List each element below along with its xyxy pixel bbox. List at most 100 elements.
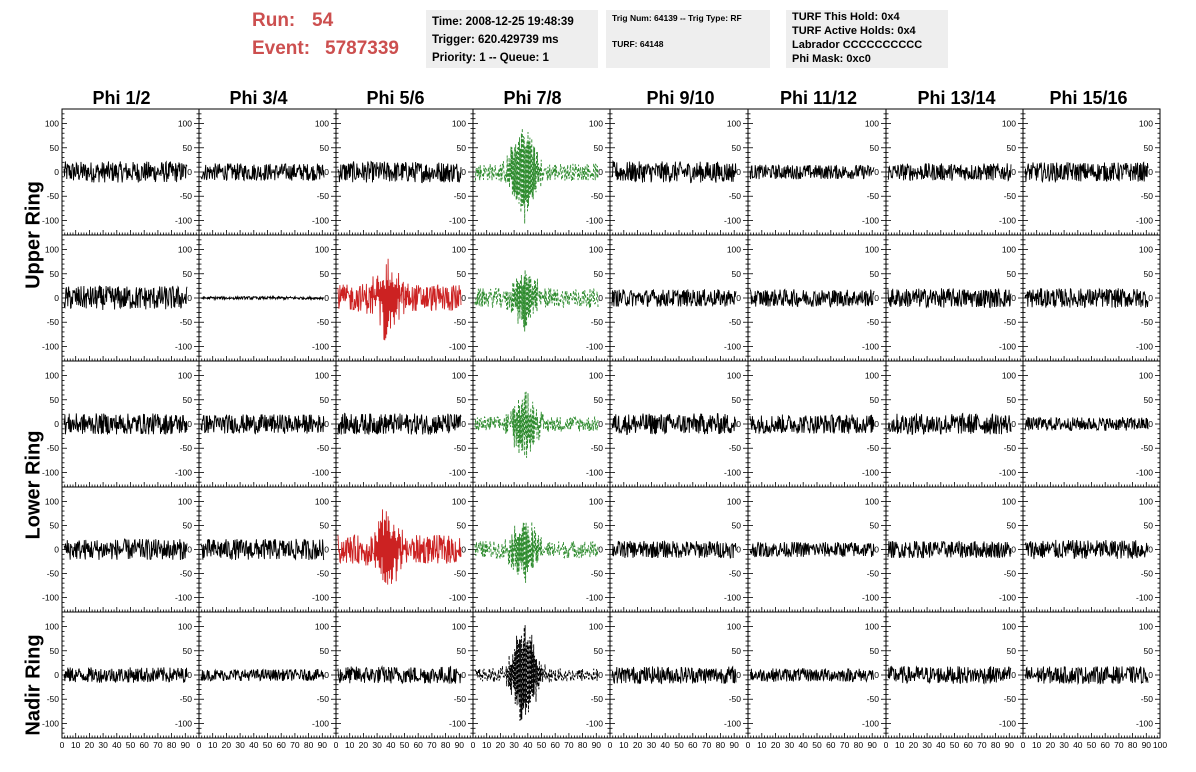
- waveform-trace: [200, 668, 325, 682]
- y-tick-label: 100: [865, 245, 879, 255]
- y-tick-label: 0: [54, 670, 59, 680]
- x-tick-label: 10: [345, 740, 355, 750]
- y-tick-label: -50: [47, 317, 60, 327]
- y-tick-label: 0: [1011, 419, 1016, 429]
- y-tick-label: -100: [586, 467, 603, 477]
- waveform-trace: [337, 665, 462, 685]
- x-tick-label: 20: [359, 740, 369, 750]
- waveform-trace: [1024, 539, 1149, 560]
- y-tick-label: 50: [732, 520, 742, 530]
- x-tick-label: 10: [208, 740, 218, 750]
- y-tick-label: 0: [187, 545, 192, 555]
- y-tick-label: 0: [736, 545, 741, 555]
- y-tick-label: 50: [183, 143, 193, 153]
- x-tick-label: 60: [413, 740, 423, 750]
- waveform-trace: [749, 541, 875, 558]
- y-tick-label: 0: [54, 167, 59, 177]
- y-tick-label: 0: [324, 670, 329, 680]
- y-tick-label: -100: [724, 467, 741, 477]
- y-tick-label: 0: [461, 670, 466, 680]
- y-tick-label: 50: [594, 395, 604, 405]
- y-tick-label: 0: [736, 419, 741, 429]
- y-tick-label: -100: [312, 467, 329, 477]
- waveform-trace: [63, 160, 188, 183]
- waveform-trace: [1024, 287, 1149, 309]
- y-tick-label: 50: [50, 520, 60, 530]
- y-tick-label: -50: [1141, 694, 1154, 704]
- y-tick-label: 50: [870, 520, 880, 530]
- time-text: Time: 2008-12-25 19:48:39: [432, 16, 574, 28]
- y-tick-label: -100: [312, 215, 329, 225]
- waveform-trace: [749, 668, 875, 683]
- y-tick-label: -100: [175, 341, 192, 351]
- y-tick-label: -50: [1141, 191, 1154, 201]
- y-tick-label: 100: [452, 371, 466, 381]
- y-tick-label: -100: [175, 215, 192, 225]
- y-tick-label: -50: [729, 443, 742, 453]
- y-tick-label: 100: [727, 622, 741, 632]
- y-tick-label: -50: [454, 443, 467, 453]
- y-tick-label: -50: [180, 694, 193, 704]
- x-tick-label: 0: [471, 740, 476, 750]
- y-tick-label: 0: [598, 545, 603, 555]
- y-tick-label: -50: [454, 191, 467, 201]
- x-tick-label: 40: [112, 740, 122, 750]
- x-tick-label: 20: [633, 740, 643, 750]
- y-tick-label: -100: [42, 593, 59, 603]
- x-tick-label: 30: [98, 740, 108, 750]
- y-tick-label: -100: [862, 467, 879, 477]
- x-tick-label: 40: [523, 740, 533, 750]
- y-tick-label: -50: [1141, 317, 1154, 327]
- y-tick-label: 0: [461, 545, 466, 555]
- y-tick-label: 0: [874, 419, 879, 429]
- x-tick-label: 90: [867, 740, 877, 750]
- x-tick-label: 20: [909, 740, 919, 750]
- y-tick-label: -100: [42, 215, 59, 225]
- y-tick-label: 0: [598, 167, 603, 177]
- y-tick-label: 50: [1007, 520, 1017, 530]
- time-info-panel: Time: 2008-12-25 19:48:39 Trigger: 620.4…: [426, 10, 598, 68]
- y-tick-label: -100: [312, 593, 329, 603]
- y-tick-label: -50: [1004, 317, 1017, 327]
- y-tick-label: -50: [180, 191, 193, 201]
- x-tick-label: 70: [977, 740, 987, 750]
- x-tick-label: 40: [386, 740, 396, 750]
- y-tick-label: -50: [867, 317, 880, 327]
- y-tick-label: -100: [862, 593, 879, 603]
- y-tick-label: -50: [867, 569, 880, 579]
- waveform-trace: [200, 414, 325, 435]
- y-tick-label: 50: [320, 520, 330, 530]
- x-tick-label: 80: [854, 740, 864, 750]
- trigger-text: Trigger: 620.429739 ms: [432, 34, 559, 46]
- y-tick-label: -50: [1004, 443, 1017, 453]
- x-tick-label: 90: [455, 740, 465, 750]
- y-tick-label: 0: [187, 670, 192, 680]
- x-tick-label: 30: [509, 740, 519, 750]
- y-tick-label: 100: [315, 119, 329, 129]
- turf-text: TURF: 64148: [612, 39, 664, 49]
- y-tick-label: 50: [457, 269, 467, 279]
- x-tick-label: 50: [537, 740, 547, 750]
- y-tick-label: 0: [1148, 167, 1153, 177]
- y-tick-label: 50: [1007, 395, 1017, 405]
- y-tick-label: 100: [452, 245, 466, 255]
- y-tick-label: -100: [862, 215, 879, 225]
- waveform-trace: [337, 160, 462, 184]
- x-tick-label: 90: [729, 740, 739, 750]
- y-tick-label: -100: [449, 215, 466, 225]
- y-tick-label: -100: [586, 593, 603, 603]
- waveform-trace: [887, 287, 1012, 309]
- y-tick-label: 100: [727, 496, 741, 506]
- y-tick-label: -50: [591, 317, 604, 327]
- waveform-trace: [749, 164, 875, 180]
- y-tick-label: 50: [1007, 143, 1017, 153]
- y-tick-label: 0: [736, 670, 741, 680]
- column-header: Phi 5/6: [366, 88, 425, 108]
- waveform-trace: [63, 284, 188, 311]
- y-tick-label: 100: [589, 371, 603, 381]
- x-tick-label: 90: [1005, 740, 1015, 750]
- y-tick-label: -100: [1136, 718, 1153, 728]
- y-tick-label: 100: [1002, 622, 1016, 632]
- y-tick-label: 100: [45, 119, 59, 129]
